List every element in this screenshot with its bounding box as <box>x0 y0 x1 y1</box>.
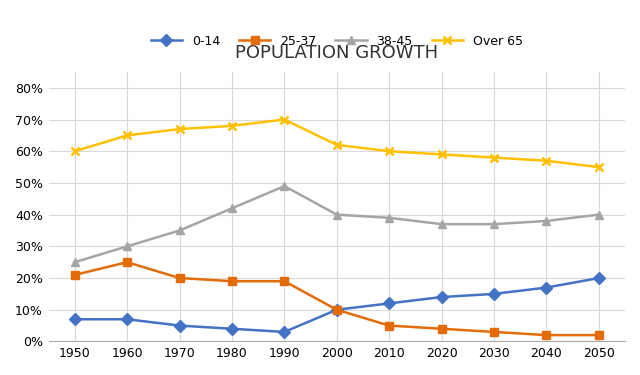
38-45 <box>543 219 550 223</box>
Over 65 <box>490 155 498 160</box>
0-14 <box>543 285 550 290</box>
25-37 <box>543 333 550 338</box>
25-37 <box>124 260 131 264</box>
Over 65 <box>595 165 603 170</box>
0-14 <box>490 292 498 296</box>
38-45 <box>71 260 79 264</box>
25-37 <box>385 323 393 328</box>
38-45 <box>280 184 288 188</box>
Over 65 <box>385 149 393 153</box>
25-37 <box>280 279 288 284</box>
25-37 <box>595 333 603 338</box>
Title: POPULATION GROWTH: POPULATION GROWTH <box>236 44 438 62</box>
Over 65 <box>280 117 288 122</box>
Over 65 <box>124 133 131 138</box>
0-14 <box>228 327 236 331</box>
0-14 <box>595 276 603 280</box>
0-14 <box>71 317 79 321</box>
Over 65 <box>333 142 340 147</box>
Line: Over 65: Over 65 <box>70 116 603 171</box>
Over 65 <box>543 159 550 163</box>
0-14 <box>333 308 340 312</box>
25-37 <box>228 279 236 284</box>
0-14 <box>438 295 445 299</box>
25-37 <box>333 308 340 312</box>
0-14 <box>280 330 288 334</box>
Over 65 <box>176 127 184 131</box>
38-45 <box>228 206 236 210</box>
38-45 <box>333 212 340 217</box>
Over 65 <box>438 152 445 157</box>
0-14 <box>124 317 131 321</box>
38-45 <box>176 228 184 233</box>
38-45 <box>124 244 131 249</box>
Line: 25-37: 25-37 <box>70 258 603 339</box>
Legend: 0-14, 25-37, 38-45, Over 65: 0-14, 25-37, 38-45, Over 65 <box>146 30 528 53</box>
25-37 <box>176 276 184 280</box>
25-37 <box>438 327 445 331</box>
25-37 <box>71 273 79 277</box>
0-14 <box>385 301 393 306</box>
Line: 38-45: 38-45 <box>70 182 603 266</box>
38-45 <box>595 212 603 217</box>
0-14 <box>176 323 184 328</box>
25-37 <box>490 330 498 334</box>
38-45 <box>385 216 393 220</box>
38-45 <box>438 222 445 226</box>
Over 65 <box>228 124 236 128</box>
38-45 <box>490 222 498 226</box>
Over 65 <box>71 149 79 153</box>
Line: 0-14: 0-14 <box>70 274 603 336</box>
